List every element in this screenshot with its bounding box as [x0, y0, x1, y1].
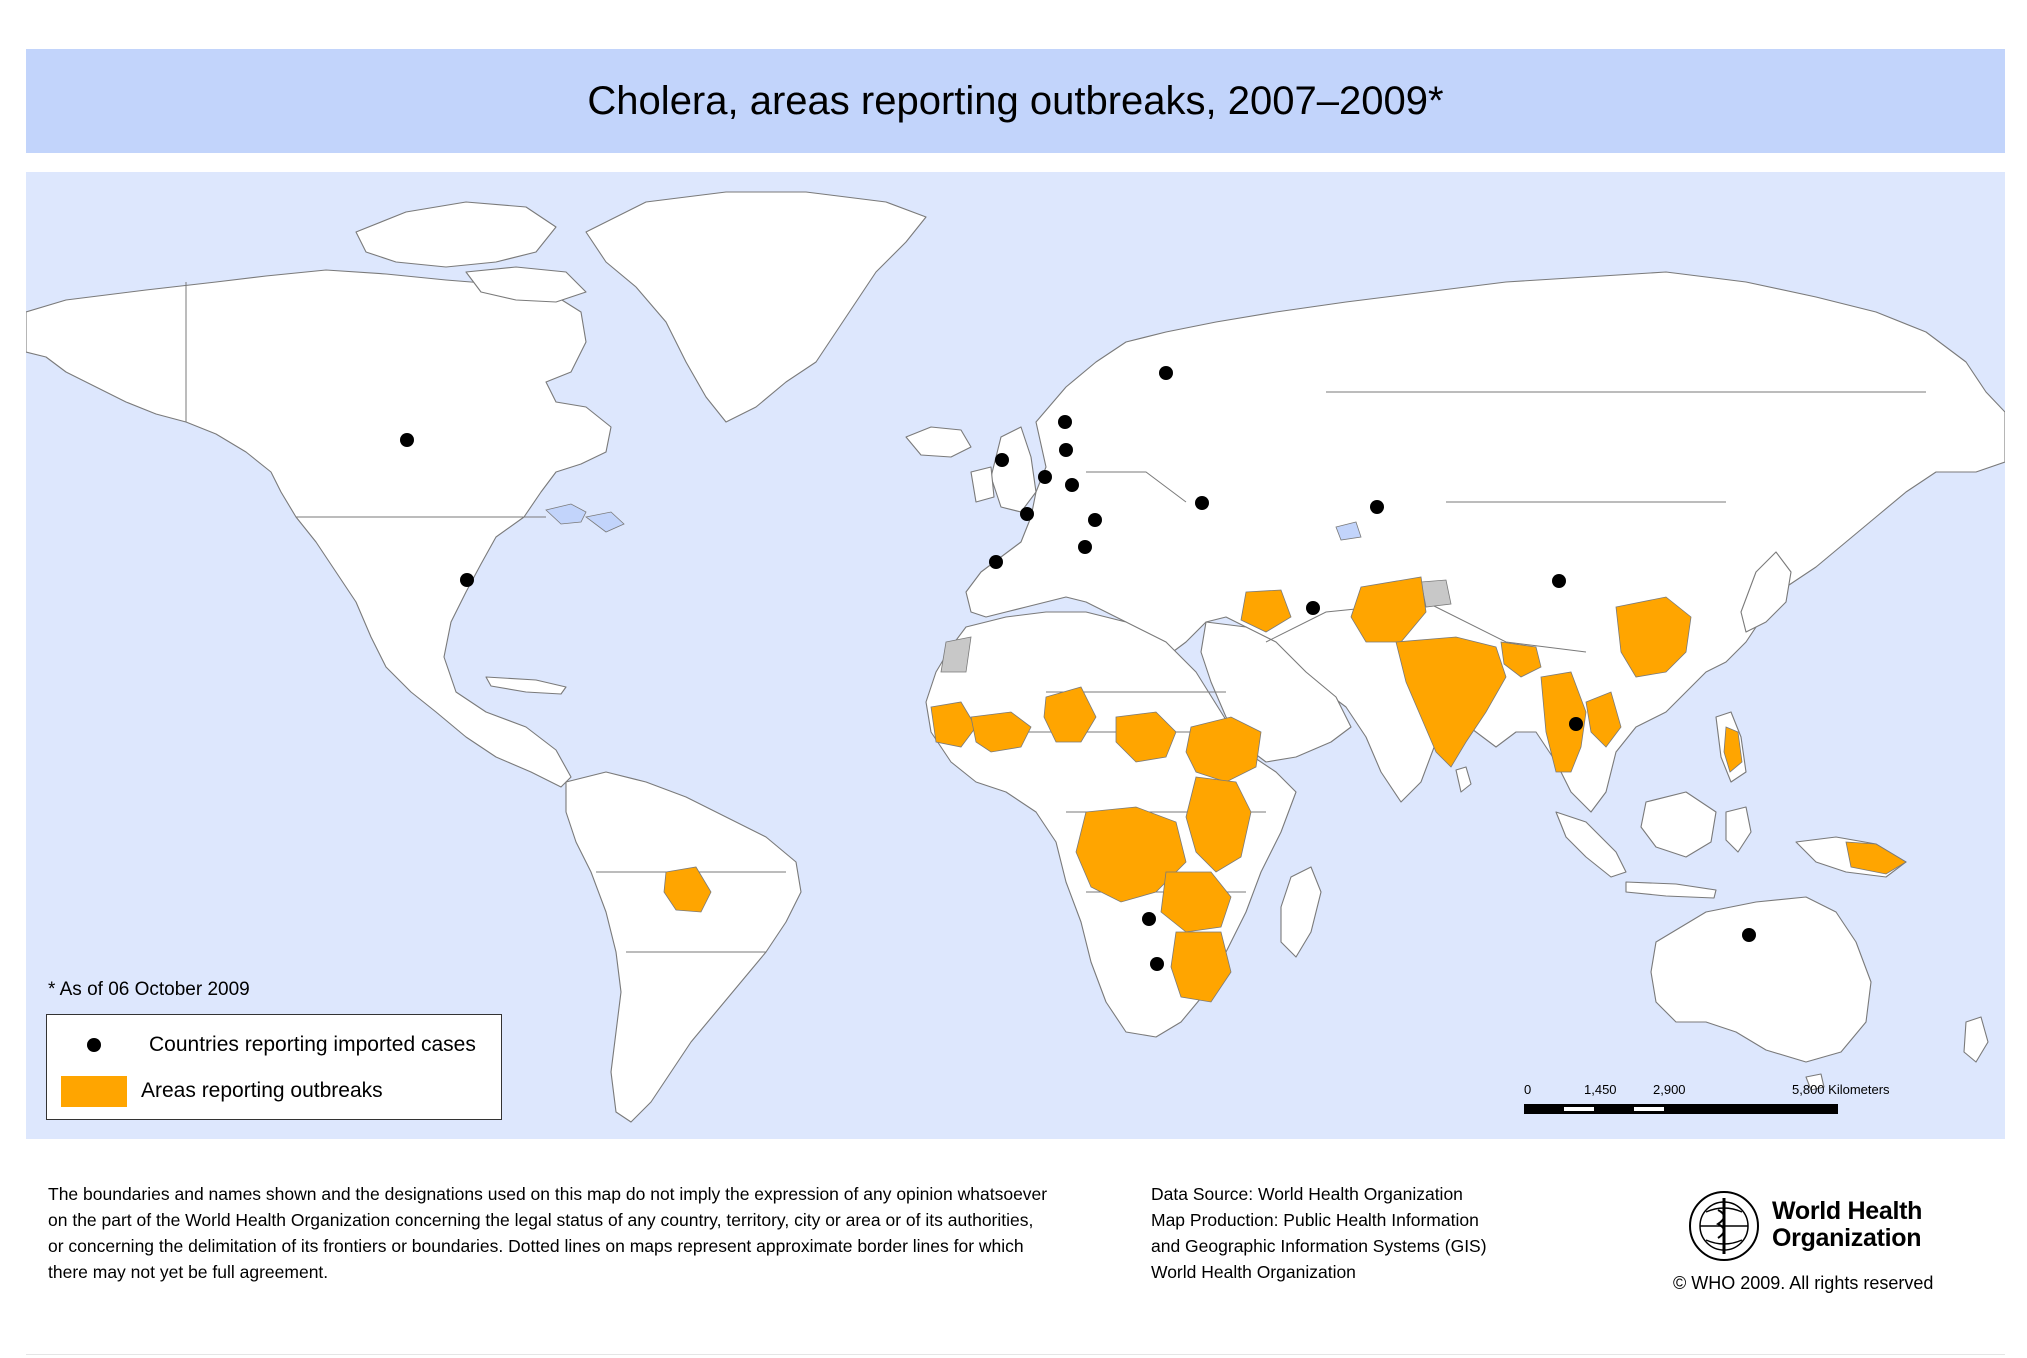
source-line: World Health Organization [1151, 1262, 1356, 1282]
land-java [1625, 881, 1717, 899]
land-sulawesi [1725, 806, 1752, 853]
outbreak-bolivia [663, 866, 712, 913]
outbreak-nigeria-niger [1043, 686, 1097, 743]
land-arctic-canada-2 [465, 266, 587, 303]
imported-marker [1552, 574, 1566, 588]
lakes [545, 503, 1362, 541]
outbreak-ethiopia-somalia [1185, 716, 1262, 783]
legend-outbreak-label: Areas reporting outbreaks [141, 1079, 383, 1102]
title-bar: Cholera, areas reporting outbreaks, 2007… [26, 49, 2005, 153]
imported-marker [1058, 415, 1072, 429]
disclaimer-line: or concerning the delimitation of its fr… [48, 1236, 1024, 1256]
outbreak-papua-new-guinea [1845, 841, 1907, 875]
land-australia [1650, 896, 1872, 1063]
imported-marker [1078, 540, 1092, 554]
legend-imported-label: Countries reporting imported cases [149, 1033, 476, 1056]
imported-marker [460, 573, 474, 587]
outbreak-west-africa-coast [930, 701, 977, 748]
no-data-regions [940, 579, 1452, 673]
outbreak-india [1395, 636, 1507, 768]
imported-dot-icon [87, 1038, 101, 1052]
scale-tick: 5,800 Kilometers [1792, 1082, 1890, 1097]
who-logo: World Health Organization [1684, 1186, 1939, 1266]
world-map-svg [26, 191, 2005, 1123]
outbreak-swatch-icon [61, 1075, 127, 1107]
land-tasmania [1805, 1073, 1825, 1091]
land-caribbean [485, 676, 567, 695]
world-map [26, 172, 2005, 1139]
outbreak-chad-sudan [1115, 711, 1177, 763]
imported-marker [1065, 478, 1079, 492]
imported-marker [1742, 928, 1756, 942]
land-uk [990, 426, 1037, 513]
scale-tick: 2,900 [1653, 1082, 1686, 1097]
imported-marker [1150, 957, 1164, 971]
imported-marker [1142, 912, 1156, 926]
outbreak-cambodia-vietnam [1585, 691, 1622, 748]
copyright: © WHO 2009. All rights reserved [1673, 1273, 1934, 1293]
land-north-america [26, 269, 612, 788]
land-ireland [970, 466, 995, 503]
disclaimer-line: on the part of the World Health Organiza… [48, 1210, 1034, 1230]
data-source: Data Source: World Health Organization M… [1151, 1181, 1531, 1285]
outbreak-west-africa [970, 711, 1032, 753]
source-line: and Geographic Information Systems (GIS) [1151, 1236, 1487, 1256]
disclaimer-line: The boundaries and names shown and the d… [48, 1184, 1048, 1204]
scale-tick: 0 [1524, 1082, 1532, 1097]
date-note: * As of 06 October 2009 [48, 979, 250, 1000]
outbreak-regions [663, 576, 1907, 1003]
land-madagascar [1280, 866, 1322, 958]
map-legend: Countries reporting imported cases Areas… [46, 1014, 502, 1120]
imported-marker [1306, 601, 1320, 615]
land-new-zealand [1963, 1016, 1989, 1063]
land-japan [1740, 551, 1792, 633]
imported-marker [1569, 717, 1583, 731]
imported-marker [1038, 470, 1052, 484]
source-line: Data Source: World Health Organization [1151, 1184, 1463, 1204]
scale-bar-graphic [1524, 1104, 1838, 1114]
imported-marker [1020, 507, 1034, 521]
disclaimer: The boundaries and names shown and the d… [48, 1181, 1103, 1285]
outbreak-iraq [1240, 589, 1292, 633]
who-name-line: World Health [1772, 1197, 1923, 1225]
source-line: Map Production: Public Health Informatio… [1151, 1210, 1479, 1230]
imported-marker [989, 555, 1003, 569]
land-borneo [1640, 791, 1717, 858]
outbreak-nepal-bangladesh [1500, 641, 1542, 678]
who-emblem-icon [1689, 1191, 1759, 1261]
outbreak-drc-angola [1075, 806, 1187, 903]
outbreak-philippines [1723, 726, 1743, 773]
imported-marker [995, 453, 1009, 467]
imported-marker [1159, 366, 1173, 380]
map-title: Cholera, areas reporting outbreaks, 2007… [587, 78, 1444, 123]
no-data-kashmir [1420, 579, 1452, 608]
bottom-divider [26, 1354, 2005, 1355]
imported-marker [1059, 443, 1073, 457]
imported-marker [1195, 496, 1209, 510]
who-name-line: Organization [1772, 1224, 1922, 1252]
imported-case-markers [400, 366, 1756, 971]
land-layer [26, 191, 2005, 1123]
scale-tick: 1,450 [1584, 1082, 1617, 1097]
who-name: World Health Organization [1772, 1198, 1922, 1252]
outbreak-kenya-tanzania [1185, 776, 1252, 873]
land-south-america [565, 771, 802, 1123]
land-greenland [585, 191, 927, 423]
legend-imported: Countries reporting imported cases [47, 1025, 476, 1065]
no-data-western-sahara [940, 636, 972, 673]
land-sumatra [1555, 811, 1627, 878]
imported-marker [1088, 513, 1102, 527]
imported-marker [400, 433, 414, 447]
imported-marker [1370, 500, 1384, 514]
disclaimer-line: there may not yet be full agreement. [48, 1262, 329, 1282]
outbreak-myanmar-thailand [1540, 671, 1587, 773]
legend-outbreak: Areas reporting outbreaks [47, 1071, 383, 1111]
land-iceland [905, 426, 972, 458]
outbreak-mozambique-zimbabwe [1170, 931, 1232, 1003]
land-sri-lanka [1455, 766, 1472, 793]
land-arctic-canada [355, 201, 557, 268]
outbreak-china-southeast [1615, 596, 1692, 678]
outbreak-zambia-malawi [1160, 871, 1232, 933]
